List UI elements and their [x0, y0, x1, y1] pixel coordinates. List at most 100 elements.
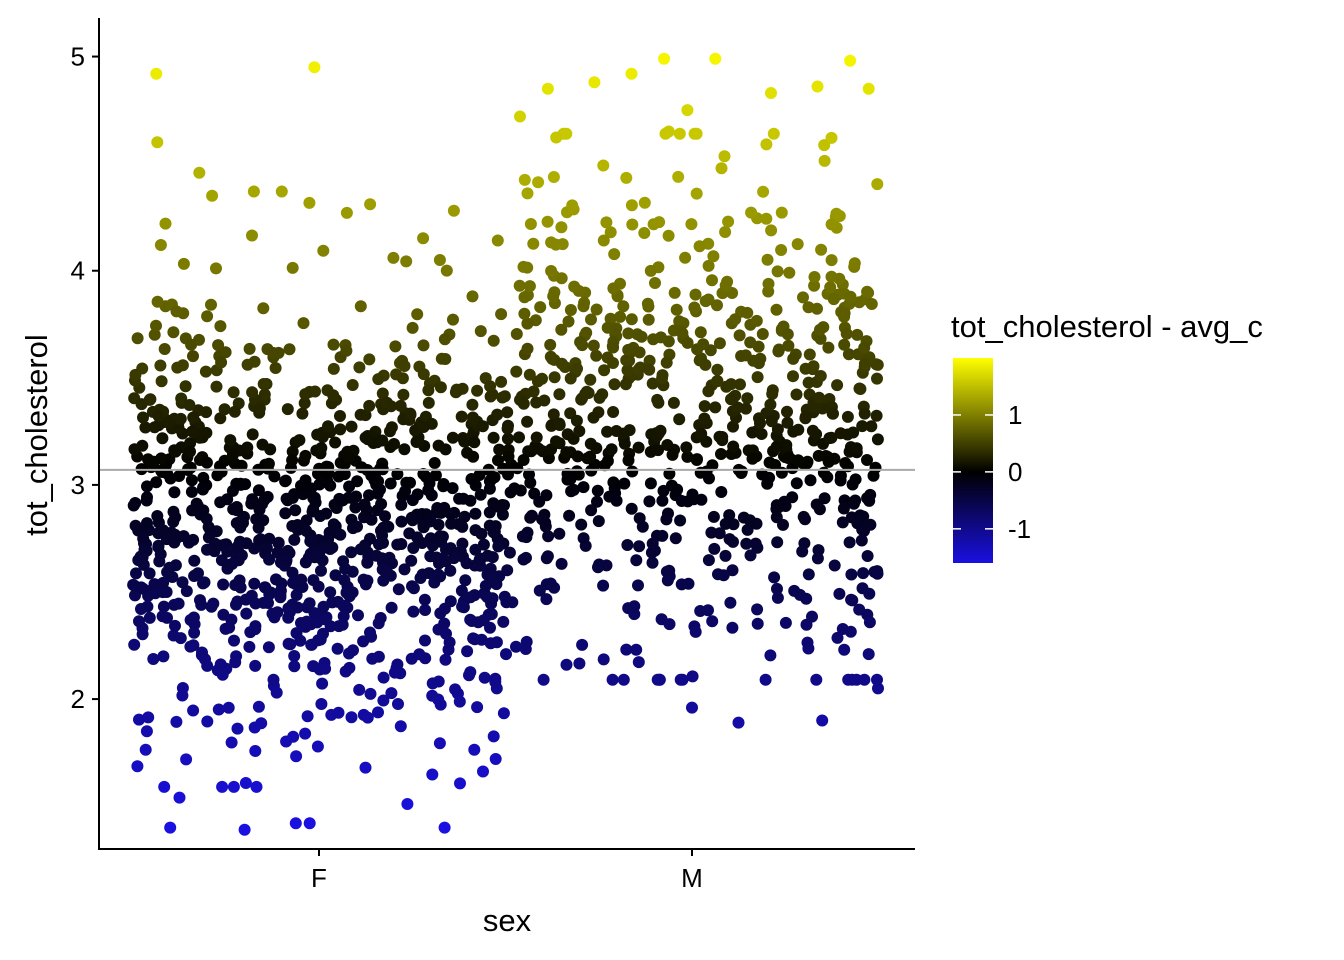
- data-point-M-292: [854, 383, 867, 395]
- data-point-M-586: [780, 439, 793, 452]
- data-point-F-236: [384, 477, 397, 490]
- data-point-F-781: [364, 532, 376, 545]
- data-point-M-546: [662, 229, 675, 242]
- data-point-F-799: [177, 257, 190, 270]
- data-point-F-718: [127, 578, 140, 591]
- data-point-F-534: [219, 346, 232, 359]
- data-point-F-163: [329, 436, 342, 449]
- data-point-M-430: [621, 364, 634, 377]
- data-point-F-6: [275, 185, 288, 198]
- data-point-M-487: [573, 425, 586, 438]
- data-point-F-914: [196, 646, 208, 659]
- data-point-F-916: [327, 389, 340, 402]
- data-point-F-696: [184, 437, 197, 450]
- data-point-F-505: [391, 538, 404, 551]
- data-point-F-148: [201, 310, 214, 323]
- data-point-M-347: [837, 502, 850, 515]
- data-point-M-329: [799, 513, 811, 526]
- data-point-F-526: [187, 411, 200, 424]
- data-point-M-629: [771, 582, 783, 595]
- data-point-F-261: [222, 701, 235, 714]
- data-point-F-409: [130, 567, 142, 580]
- data-point-M-536: [511, 462, 524, 475]
- data-point-M-328: [540, 489, 553, 502]
- data-point-M-182: [532, 176, 545, 189]
- data-point-M-680: [694, 326, 707, 339]
- data-point-M-757: [746, 426, 759, 439]
- data-point-F-498: [225, 736, 238, 749]
- data-point-M-380: [633, 346, 646, 359]
- data-point-F-762: [327, 338, 340, 351]
- data-point-M-482: [570, 414, 583, 427]
- data-point-F-921: [471, 384, 484, 397]
- data-point-F-666: [253, 503, 266, 516]
- data-point-F-655: [217, 608, 230, 621]
- data-point-M-467: [527, 237, 540, 250]
- data-point-M-495: [544, 338, 557, 351]
- data-point-M-736: [744, 549, 757, 562]
- data-point-M-677: [568, 280, 581, 293]
- data-point-M-639: [550, 435, 562, 448]
- data-point-M-307: [818, 154, 831, 167]
- data-point-M-295: [713, 337, 726, 350]
- data-point-M-152: [635, 330, 648, 343]
- data-point-F-307: [426, 768, 439, 781]
- data-point-M-123: [604, 312, 617, 325]
- data-point-M-254: [618, 477, 631, 490]
- data-point-M-12: [760, 138, 773, 151]
- data-point-M-116: [601, 425, 614, 438]
- data-point-F-743: [466, 398, 479, 411]
- data-point-M-628: [523, 280, 536, 293]
- data-point-F-814: [270, 573, 282, 586]
- data-point-M-591: [540, 593, 553, 606]
- plot-area: [127, 52, 884, 836]
- data-point-M-545: [833, 587, 846, 600]
- data-point-M-363: [574, 336, 587, 349]
- data-point-F-744: [218, 403, 231, 416]
- data-point-F-528: [453, 695, 466, 708]
- data-point-F-821: [456, 600, 469, 613]
- data-point-F-497: [243, 342, 256, 355]
- data-point-M-119: [851, 328, 864, 341]
- data-point-M-415: [571, 362, 583, 375]
- data-point-F-372: [158, 780, 171, 793]
- data-point-M-560: [828, 559, 841, 572]
- data-point-M-670: [697, 338, 710, 351]
- data-point-F-615: [282, 611, 295, 624]
- data-point-F-827: [432, 518, 445, 531]
- data-point-M-666: [618, 437, 631, 450]
- data-point-F-578: [141, 600, 154, 613]
- data-point-F-687: [161, 566, 174, 579]
- data-point-M-443: [856, 420, 869, 433]
- data-point-M-453: [632, 579, 644, 592]
- data-point-M-550: [802, 301, 815, 314]
- data-point-M-218: [724, 596, 737, 609]
- data-point-M-753: [845, 593, 858, 606]
- data-point-F-852: [176, 576, 189, 589]
- data-point-M-720: [865, 420, 878, 433]
- data-point-M-493: [614, 310, 627, 323]
- data-point-F-708: [363, 399, 376, 412]
- data-point-M-526: [663, 618, 676, 631]
- data-point-F-885: [468, 436, 481, 449]
- data-point-F-244: [215, 554, 228, 567]
- data-point-M-164: [751, 603, 764, 616]
- data-point-F-942: [340, 344, 353, 357]
- data-point-F-811: [412, 435, 425, 448]
- data-point-M-572: [740, 537, 753, 550]
- data-point-M-267: [604, 226, 617, 239]
- data-point-M-25: [804, 474, 817, 487]
- data-point-M-134: [745, 206, 758, 219]
- data-point-M-574: [656, 372, 669, 385]
- data-point-F-918: [140, 544, 153, 557]
- data-point-F-772: [420, 508, 433, 521]
- data-point-F-604: [400, 255, 413, 268]
- data-point-F-400: [180, 753, 193, 766]
- data-point-F-442: [474, 325, 487, 338]
- data-point-M-280: [517, 260, 530, 273]
- data-point-M-439: [547, 290, 560, 303]
- data-point-M-705: [648, 544, 661, 557]
- data-point-F-270: [131, 332, 144, 345]
- data-point-F-411: [234, 515, 247, 528]
- data-point-F-950: [417, 421, 430, 433]
